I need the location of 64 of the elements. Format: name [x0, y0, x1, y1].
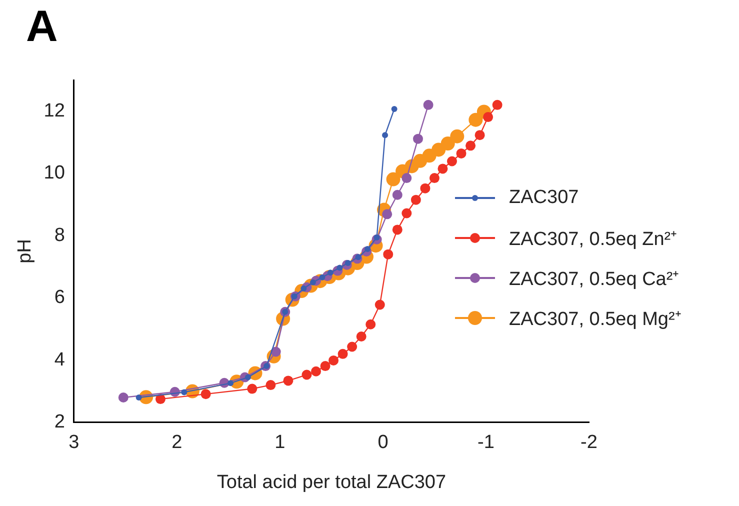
- point: [466, 140, 476, 151]
- y-tick-label: 12: [44, 100, 65, 122]
- x-tick-label: -2: [580, 432, 598, 454]
- y-tick-label: 2: [54, 412, 65, 433]
- point: [386, 172, 400, 186]
- y-tick-label: 10: [44, 162, 65, 184]
- point: [456, 148, 466, 158]
- point: [468, 112, 483, 127]
- point: [413, 134, 423, 144]
- point: [136, 394, 142, 400]
- point: [420, 183, 430, 194]
- point: [328, 355, 339, 366]
- x-tick-label: -1: [478, 432, 494, 454]
- x-tick-label: 1: [274, 432, 286, 454]
- point: [319, 274, 326, 280]
- point: [423, 100, 434, 110]
- point: [320, 361, 330, 372]
- point: [382, 132, 388, 138]
- point: [374, 300, 385, 310]
- point: [311, 366, 322, 376]
- chart-title: A: [26, 2, 58, 52]
- point: [247, 384, 258, 394]
- x-axis-title: Total acid per total ZAC307: [216, 472, 446, 493]
- point: [440, 136, 455, 150]
- point: [492, 100, 502, 110]
- point: [392, 190, 402, 200]
- legend-label: ZAC307, 0.5eq Zn²⁺: [509, 228, 677, 251]
- point: [181, 389, 188, 396]
- point: [266, 380, 276, 390]
- point: [392, 224, 402, 235]
- point: [446, 156, 457, 166]
- point: [155, 394, 166, 404]
- point: [483, 112, 494, 122]
- y-tick-label: 6: [54, 287, 65, 308]
- point: [450, 129, 464, 144]
- point: [118, 392, 128, 402]
- point: [391, 106, 398, 112]
- y-tick-label: 4: [54, 349, 66, 370]
- point: [366, 319, 376, 330]
- point: [402, 173, 412, 184]
- point: [338, 348, 348, 359]
- point: [283, 376, 294, 386]
- point: [474, 130, 485, 140]
- point: [200, 389, 211, 400]
- point: [310, 279, 316, 286]
- legend-label: ZAC307, 0.5eq Mg²⁺: [509, 308, 681, 331]
- x-tick-label: 3: [68, 432, 80, 454]
- point: [438, 164, 448, 174]
- legend-label: ZAC307, 0.5eq Ca²⁺: [509, 268, 679, 291]
- legend-label: ZAC307: [509, 187, 579, 209]
- point: [347, 342, 358, 352]
- point: [228, 380, 234, 386]
- point: [302, 370, 312, 380]
- y-axis-title: pH: [14, 239, 36, 264]
- y-tick-label: 8: [54, 224, 65, 246]
- x-tick-label: 0: [378, 432, 388, 454]
- point: [429, 173, 440, 184]
- point: [356, 331, 366, 342]
- point: [383, 249, 394, 260]
- x-tick-label: 2: [172, 432, 182, 454]
- point: [327, 270, 334, 276]
- point: [245, 374, 252, 380]
- point: [402, 208, 412, 218]
- point: [410, 194, 421, 205]
